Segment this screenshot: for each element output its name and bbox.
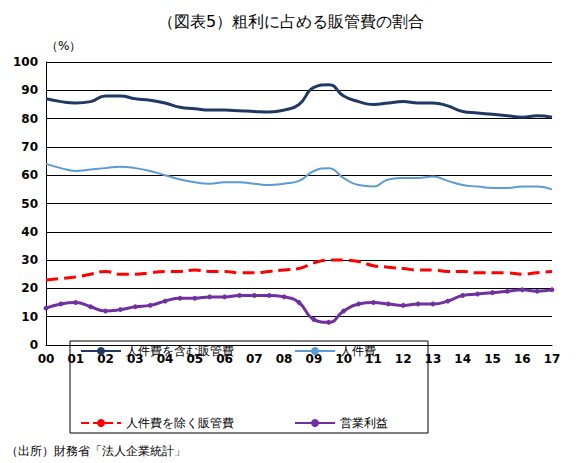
svg-text:人件費を除く販管費: 人件費を除く販管費 bbox=[126, 416, 234, 430]
svg-text:（%）: （%） bbox=[46, 39, 81, 53]
svg-text:70: 70 bbox=[21, 140, 38, 154]
svg-text:00: 00 bbox=[38, 352, 55, 366]
svg-text:60: 60 bbox=[21, 168, 38, 182]
svg-text:15: 15 bbox=[484, 352, 501, 366]
svg-text:（図表5）粗利に占める販管費の割合: （図表5）粗利に占める販管費の割合 bbox=[158, 12, 424, 31]
svg-text:30: 30 bbox=[21, 253, 38, 267]
svg-text:0: 0 bbox=[30, 338, 38, 352]
svg-text:営業利益: 営業利益 bbox=[340, 416, 388, 430]
svg-text:人件費を含む販管費: 人件費を含む販管費 bbox=[126, 344, 234, 358]
svg-text:40: 40 bbox=[21, 225, 38, 239]
svg-text:80: 80 bbox=[21, 112, 38, 126]
svg-text:14: 14 bbox=[454, 352, 471, 366]
svg-text:16: 16 bbox=[514, 352, 531, 366]
svg-text:（出所）財務省「法人企業統計」: （出所）財務省「法人企業統計」 bbox=[6, 444, 186, 458]
svg-text:13: 13 bbox=[424, 352, 442, 366]
svg-text:50: 50 bbox=[21, 197, 38, 211]
svg-text:10: 10 bbox=[21, 310, 38, 324]
svg-text:20: 20 bbox=[21, 281, 38, 295]
svg-text:17: 17 bbox=[544, 352, 561, 366]
svg-text:90: 90 bbox=[21, 83, 38, 97]
svg-text:100: 100 bbox=[13, 55, 38, 69]
svg-text:人件費: 人件費 bbox=[340, 344, 376, 358]
